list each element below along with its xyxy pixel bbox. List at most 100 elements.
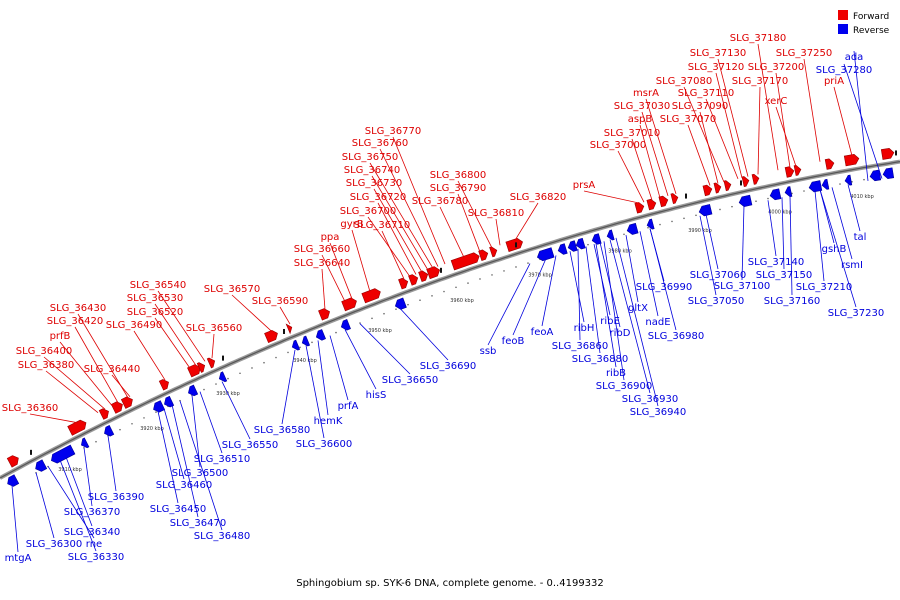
gene-label: SLG_36990 (636, 282, 692, 293)
gene-label: SLG_36730 (346, 178, 402, 189)
gene-label: SLG_36430 (50, 303, 106, 314)
pseudo-marker (515, 242, 517, 248)
leader-line (781, 197, 785, 270)
reverse-gene (315, 329, 326, 341)
forward-gene (880, 148, 895, 160)
leader-line (231, 294, 273, 332)
gene-label: hisS (366, 390, 387, 401)
gene-label: prfA (338, 401, 359, 412)
gene-label: SLG_36640 (294, 258, 350, 269)
leader-line (757, 43, 779, 171)
gene-label: SLG_37150 (756, 270, 812, 281)
leader-line (279, 306, 291, 325)
tick-dot (587, 243, 589, 246)
tick-dot (143, 417, 145, 419)
tick-label: 3950 kbp (368, 328, 392, 334)
tick-dot (263, 361, 265, 364)
reverse-gene (808, 180, 823, 193)
gene-label: SLG_36740 (344, 165, 400, 176)
gene-label: SLG_36590 (252, 296, 308, 307)
gene-label: SLG_36570 (204, 284, 260, 295)
gene-label: feoB (502, 336, 525, 347)
forward-gene (398, 277, 409, 290)
leader-line (715, 72, 743, 179)
legend-reverse-swatch (838, 24, 848, 34)
gene-label: nadE (645, 317, 670, 328)
tick-dot (623, 233, 625, 236)
tick-dot (479, 278, 481, 280)
tick-dot (683, 217, 685, 220)
gene-label: SLG_36370 (64, 507, 120, 518)
reverse-gene (769, 188, 782, 201)
leader-line (741, 205, 745, 281)
caption: Sphingobium sp. SYK-6 DNA, complete geno… (296, 578, 604, 589)
leader-line (705, 98, 739, 180)
gene-label: aspB (628, 114, 653, 125)
gene-label: SLG_36940 (630, 407, 686, 418)
tick-dot (527, 262, 529, 264)
leader-line (107, 435, 117, 492)
gene-label: SLG_36880 (572, 354, 628, 365)
leader-line (379, 148, 439, 267)
gene-label: SLG_36480 (194, 531, 250, 542)
gene-label: SLG_37200 (748, 62, 804, 73)
tick-dot (383, 312, 385, 315)
gene-label: ribH (574, 323, 595, 334)
reverse-gene (340, 319, 351, 331)
forward-gene (450, 252, 480, 271)
tick-label: 3970 kbp (528, 272, 552, 278)
reverse-gene (164, 395, 175, 408)
leader-line (831, 187, 853, 260)
reverse-gene (51, 444, 76, 464)
gene-label: SLG_36810 (468, 208, 524, 219)
gene-label: SLG_37090 (672, 101, 728, 112)
leader-line (595, 243, 617, 368)
leader-line (814, 190, 825, 282)
gene-label: rsmI (841, 260, 863, 271)
gene-label: feoA (531, 327, 554, 338)
reverse-gene (35, 459, 48, 472)
reverse-gene (218, 371, 228, 383)
reverse-gene (104, 424, 115, 437)
leader-line (281, 349, 296, 425)
forward-gene (646, 198, 657, 211)
forward-gene (285, 323, 293, 335)
gene-label: SLG_36700 (340, 206, 396, 217)
gene-label: SLG_37100 (714, 281, 770, 292)
reverse-gene (80, 437, 90, 449)
leader-line (43, 356, 106, 410)
forward-gene (843, 153, 860, 167)
leader-line (111, 374, 131, 398)
forward-gene (426, 266, 441, 280)
gene-label: SLG_36450 (150, 504, 206, 515)
forward-gene (784, 166, 795, 178)
leader-line (687, 124, 711, 186)
tick-dot (119, 428, 121, 431)
leader-line (803, 58, 821, 162)
gene-label: ribB (606, 368, 626, 379)
leader-line (133, 330, 166, 381)
leader-line (191, 395, 201, 468)
forward-gene (341, 297, 357, 312)
tick-dot (515, 266, 517, 268)
leader-line (457, 193, 481, 253)
gene-label: SLG_37110 (678, 88, 734, 99)
gene-label: SLG_36360 (2, 403, 58, 414)
leader-line (577, 248, 581, 341)
leader-line (373, 188, 423, 273)
forward-gene (6, 455, 19, 468)
forward-gene (196, 362, 206, 373)
gene-label: SLG_37010 (604, 128, 660, 139)
gene-label: rne (86, 539, 102, 550)
leader-line (569, 251, 585, 323)
tick-dot (95, 440, 97, 443)
leader-line (512, 258, 547, 336)
gene-label: SLG_36340 (64, 527, 120, 538)
forward-gene (264, 329, 278, 344)
gene-label: SLG_37210 (796, 282, 852, 293)
gene-label: SLG_36530 (127, 293, 183, 304)
forward-gene (206, 357, 216, 369)
leader-line (833, 86, 853, 156)
gene-label: SLG_37140 (748, 257, 804, 268)
